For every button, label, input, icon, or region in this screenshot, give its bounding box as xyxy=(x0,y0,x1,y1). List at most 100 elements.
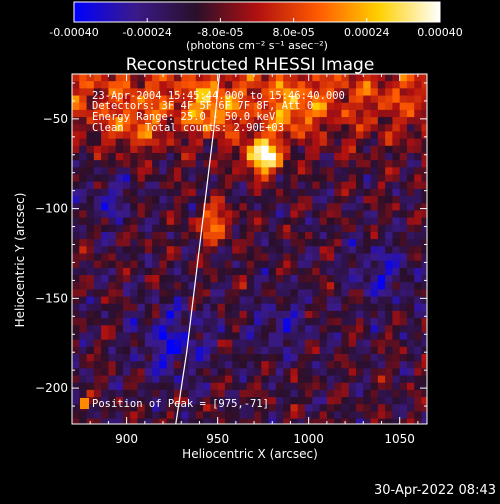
heatmap-cell xyxy=(290,152,299,161)
heatmap-cell xyxy=(254,325,262,333)
heatmap-cell xyxy=(188,346,197,355)
heatmap-cell xyxy=(254,310,262,319)
heatmap-cell xyxy=(341,275,350,283)
heatmap-cell xyxy=(137,346,146,355)
heatmap-cell xyxy=(385,131,393,140)
heatmap-cell xyxy=(377,152,386,161)
heatmap-cell xyxy=(159,260,168,269)
heatmap-cell xyxy=(254,217,262,226)
heatmap-cell xyxy=(283,361,291,369)
heatmap-cell xyxy=(246,289,255,298)
heatmap-cell xyxy=(246,303,255,312)
heatmap-cell xyxy=(421,95,427,104)
heatmap-cell xyxy=(341,325,350,333)
heatmap-cell xyxy=(93,131,102,140)
heatmap-cell xyxy=(108,332,117,341)
heatmap-cell xyxy=(217,418,226,424)
heatmap-cell xyxy=(341,411,350,420)
heatmap-cell xyxy=(86,109,95,118)
heatmap-cell xyxy=(290,81,299,89)
annotation-time-range: 23-Apr-2004 15:45:44.000 to 15:46:40.000 xyxy=(92,90,345,102)
heatmap-cell xyxy=(392,81,401,89)
heatmap-cell xyxy=(130,203,139,211)
heatmap-cell xyxy=(115,224,124,233)
heatmap-cell xyxy=(122,282,131,290)
heatmap-cell xyxy=(152,217,160,226)
heatmap-cell xyxy=(72,74,80,82)
heatmap-cell xyxy=(79,275,88,283)
heatmap-cell xyxy=(246,368,255,377)
heatmap-cell xyxy=(137,303,146,312)
heatmap-cell xyxy=(319,210,328,219)
heatmap-cell xyxy=(101,203,109,211)
heatmap-cell xyxy=(406,260,415,269)
heatmap-cell xyxy=(319,196,328,204)
heatmap-cell xyxy=(392,303,401,312)
heatmap-cell xyxy=(144,239,153,247)
heatmap-cell xyxy=(326,289,335,298)
heatmap-cell xyxy=(195,181,204,190)
heatmap-cell xyxy=(144,282,153,290)
heatmap-cell xyxy=(217,310,226,319)
heatmap-cell xyxy=(392,289,401,298)
heatmap-cell xyxy=(79,217,88,226)
heatmap-cell xyxy=(144,267,153,276)
heatmap-cell xyxy=(319,253,328,262)
heatmap-cell xyxy=(283,346,291,355)
heatmap-cell xyxy=(137,95,146,104)
heatmap-cell xyxy=(188,282,197,290)
heatmap-cell xyxy=(122,346,131,355)
heatmap-cell xyxy=(348,375,357,384)
heatmap-cell xyxy=(173,260,182,269)
heatmap-cell xyxy=(210,275,219,283)
heatmap-cell xyxy=(275,325,284,333)
heatmap-cell xyxy=(363,152,372,161)
heatmap-cell xyxy=(305,368,313,377)
heatmap-cell xyxy=(421,131,427,140)
heatmap-cell xyxy=(290,88,299,97)
heatmap-cell xyxy=(173,152,182,161)
heatmap-cell xyxy=(210,95,219,104)
heatmap-cell xyxy=(93,81,102,89)
heatmap-cell xyxy=(261,361,270,369)
heatmap-cell xyxy=(377,310,386,319)
heatmap-cell xyxy=(181,174,190,183)
heatmap-cell xyxy=(232,95,240,104)
heatmap-cell xyxy=(224,296,233,305)
heatmap-cell xyxy=(290,196,299,204)
heatmap-cell xyxy=(348,231,357,240)
heatmap-cell xyxy=(152,318,160,326)
heatmap-cell xyxy=(356,231,364,240)
heatmap-cell xyxy=(283,246,291,254)
heatmap-cell xyxy=(195,81,204,89)
heatmap-cell xyxy=(312,88,321,97)
heatmap-cell xyxy=(122,152,131,161)
heatmap-cell xyxy=(275,152,284,161)
heatmap-cell xyxy=(224,217,233,226)
heatmap-cell xyxy=(414,361,423,369)
heatmap-cell xyxy=(166,354,175,362)
heatmap-cell xyxy=(144,145,153,154)
heatmap-cell xyxy=(115,88,124,97)
heatmap-cell xyxy=(319,397,328,405)
heatmap-cell xyxy=(152,117,160,125)
heatmap-cell xyxy=(268,339,277,348)
heatmap-cell xyxy=(326,138,335,147)
heatmap-cell xyxy=(290,131,299,140)
heatmap-cell xyxy=(341,138,350,147)
heatmap-cell xyxy=(312,411,321,420)
heatmap-cell xyxy=(392,382,401,391)
heatmap-cell xyxy=(305,188,313,197)
heatmap-cell xyxy=(173,289,182,298)
heatmap-cell xyxy=(122,131,131,140)
heatmap-cell xyxy=(188,117,197,125)
heatmap-cell xyxy=(144,368,153,377)
heatmap-cell xyxy=(224,109,233,118)
heatmap-cell xyxy=(246,332,255,341)
heatmap-cell xyxy=(312,95,321,104)
heatmap-cell xyxy=(239,275,248,283)
heatmap-cell xyxy=(115,339,124,348)
heatmap-cell xyxy=(72,88,80,97)
heatmap-cell xyxy=(115,368,124,377)
heatmap-cell xyxy=(217,246,226,254)
